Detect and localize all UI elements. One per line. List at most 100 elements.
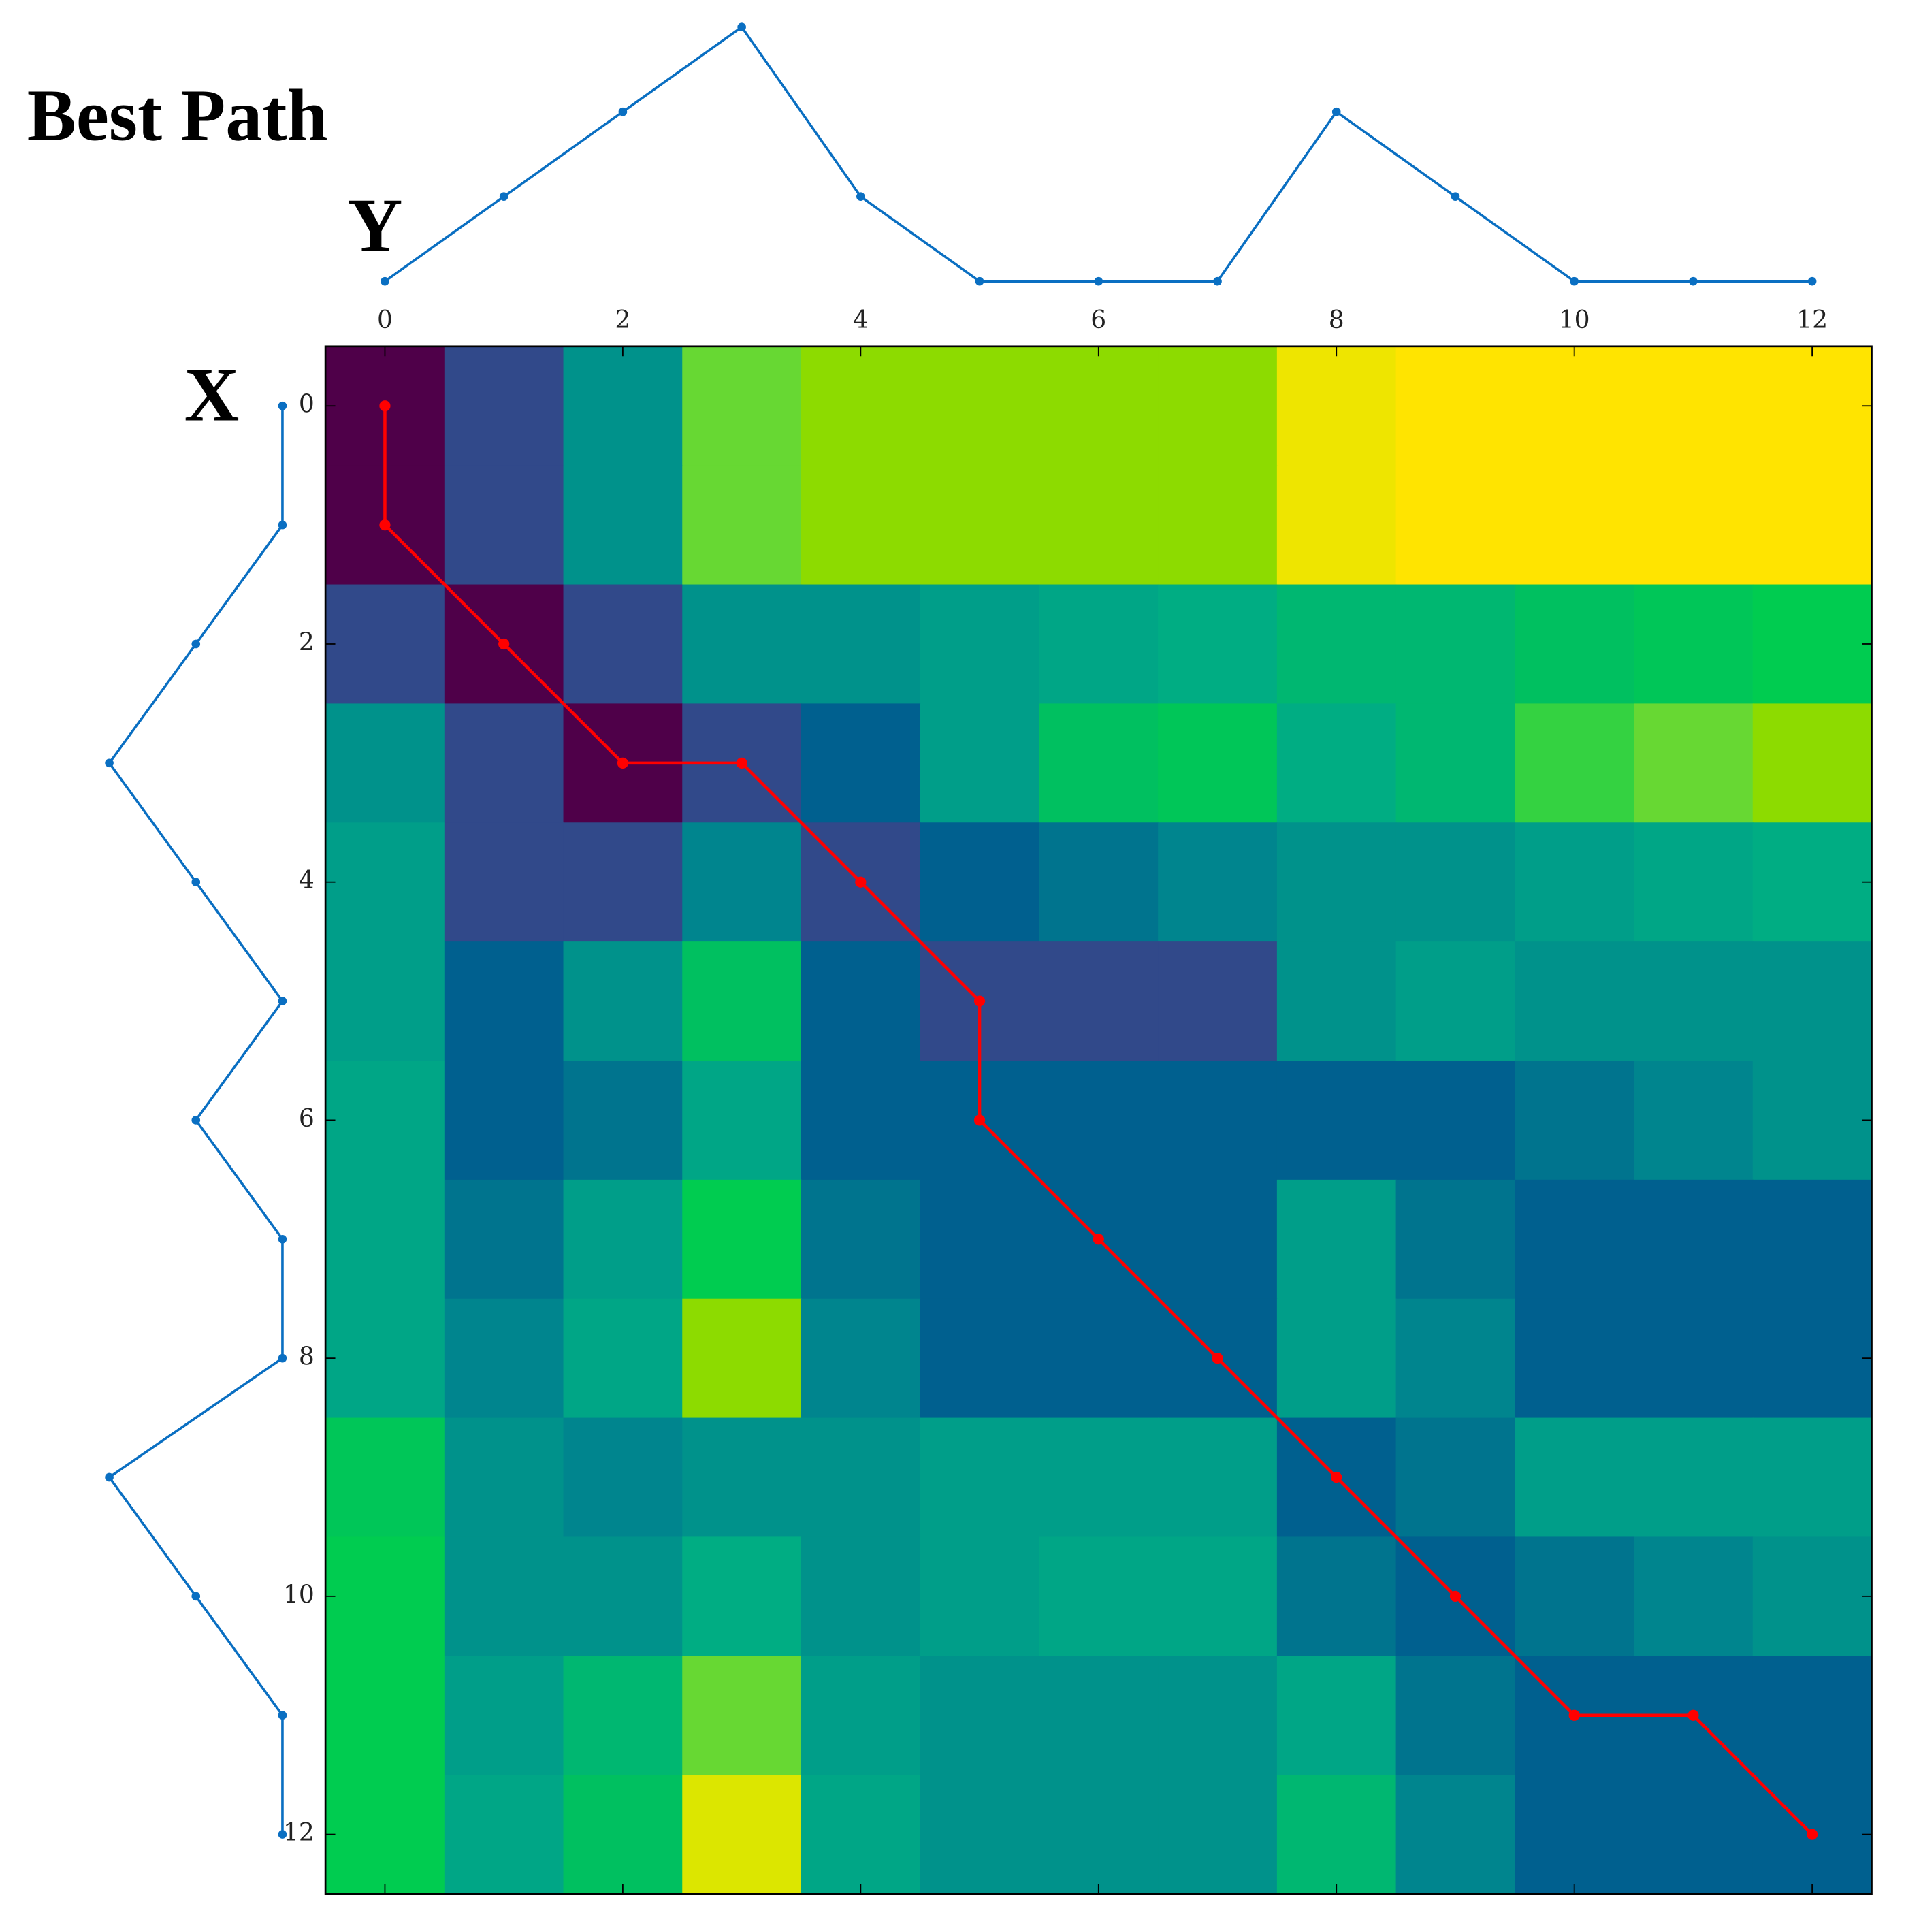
heatmap-cell [682,346,802,466]
heatmap-cell [682,465,802,585]
heatmap-cell [1276,584,1397,705]
heatmap-cell [1158,465,1278,585]
x-tick-label: 12 [1796,306,1828,334]
heatmap-cell [801,1656,921,1776]
heatmap-cell [1039,1536,1159,1657]
best-path-point [855,876,867,888]
top-series-label: Y [348,184,403,268]
heatmap-cell [444,822,564,943]
heatmap-cell [1515,1298,1634,1419]
heatmap-cell [1752,1656,1873,1776]
heatmap-cell [920,1298,1040,1419]
chart-title: Best Path [27,75,328,156]
heatmap-cell [920,822,1040,943]
top-series-point [499,192,508,202]
heatmap-cell [563,1775,683,1895]
heatmap-cell [1395,941,1516,1061]
heatmap-cell [563,1417,683,1538]
y-tick-label: 10 [283,1580,314,1609]
best-path-point [1568,1709,1580,1721]
heatmap-cell [325,1179,445,1300]
top-series-point [1094,276,1103,286]
left-series-point [278,401,287,410]
heatmap-cell [920,465,1040,585]
heatmap-cell [1752,584,1873,705]
heatmap-cell [325,941,445,1061]
heatmap-cell [1752,703,1873,824]
heatmap-cell [682,1536,802,1657]
y-tick-label: 2 [299,628,314,656]
heatmap-cell [1634,822,1754,943]
heatmap-cell [1158,1656,1278,1776]
y-tick-label: 4 [299,866,314,895]
heatmap-cell [1276,1775,1397,1895]
heatmap-cell [1752,1417,1873,1538]
y-tick-label: 12 [283,1818,314,1847]
heatmap-cell [563,584,683,705]
top-series-point [618,107,628,116]
heatmap-cell [325,1060,445,1180]
heatmap-cell [1276,346,1397,466]
heatmap-cell [1395,1656,1516,1776]
x-tick-label: 10 [1559,306,1590,334]
best-path-point [498,638,510,650]
heatmap-cell [1515,584,1634,705]
heatmap-cell [682,1298,802,1419]
heatmap-cell [920,1179,1040,1300]
heatmap-cell [920,346,1040,466]
heatmap-cell [801,941,921,1061]
heatmap-cell [801,465,921,585]
heatmap-cell [1039,822,1159,943]
heatmap-cell [1395,465,1516,585]
heatmap-cell [563,1298,683,1419]
heatmap-cell [1634,584,1754,705]
best-path-point [1331,1471,1342,1483]
heatmap-cell [1515,1060,1634,1180]
heatmap-cell [1752,822,1873,943]
heatmap-cell [444,465,564,585]
heatmap-cell [1395,1775,1516,1895]
left-series-point [191,1592,201,1601]
top-series-point [1807,276,1817,286]
top-series-point [975,276,984,286]
best-path-point [1687,1709,1699,1721]
heatmap-cell [1158,1179,1278,1300]
top-series-point [1570,276,1579,286]
heatmap-cell [1515,1417,1634,1538]
left-series-point [278,1234,287,1244]
heatmap-cell [563,346,683,466]
heatmap-cell [920,1775,1040,1895]
heatmap-cell [801,1536,921,1657]
heatmap-cell [1276,1536,1397,1657]
best-path-point [1212,1353,1223,1364]
heatmap-cell [1158,1060,1278,1180]
heatmap-cell [801,584,921,705]
heatmap-cell [1395,1417,1516,1538]
heatmap-cell [1158,822,1278,943]
heatmap-cell [1752,941,1873,1061]
heatmap-cell [444,1179,564,1300]
top-series-point [856,192,865,202]
heatmap-cell [682,1060,802,1180]
best-path-point [736,757,747,769]
heatmap-cell [682,1775,802,1895]
heatmap-cell [444,1775,564,1895]
left-series-point [278,1353,287,1363]
heatmap-cell [1276,703,1397,824]
heatmap-cell [563,1536,683,1657]
heatmap-cell [444,941,564,1061]
left-series-label: X [184,353,240,437]
heatmap-cell [1276,1060,1397,1180]
heatmap-cell [1395,584,1516,705]
left-series-point [191,639,201,649]
heatmap-cell [1039,465,1159,585]
top-series-line [384,25,1813,283]
heatmap-cell [1634,1060,1754,1180]
top-series-point [1213,276,1222,286]
heatmap-cell [563,465,683,585]
heatmap-cell [682,1656,802,1776]
heatmap-cell [682,822,802,943]
heatmap-cell [920,1656,1040,1776]
heatmap-cell [682,584,802,705]
